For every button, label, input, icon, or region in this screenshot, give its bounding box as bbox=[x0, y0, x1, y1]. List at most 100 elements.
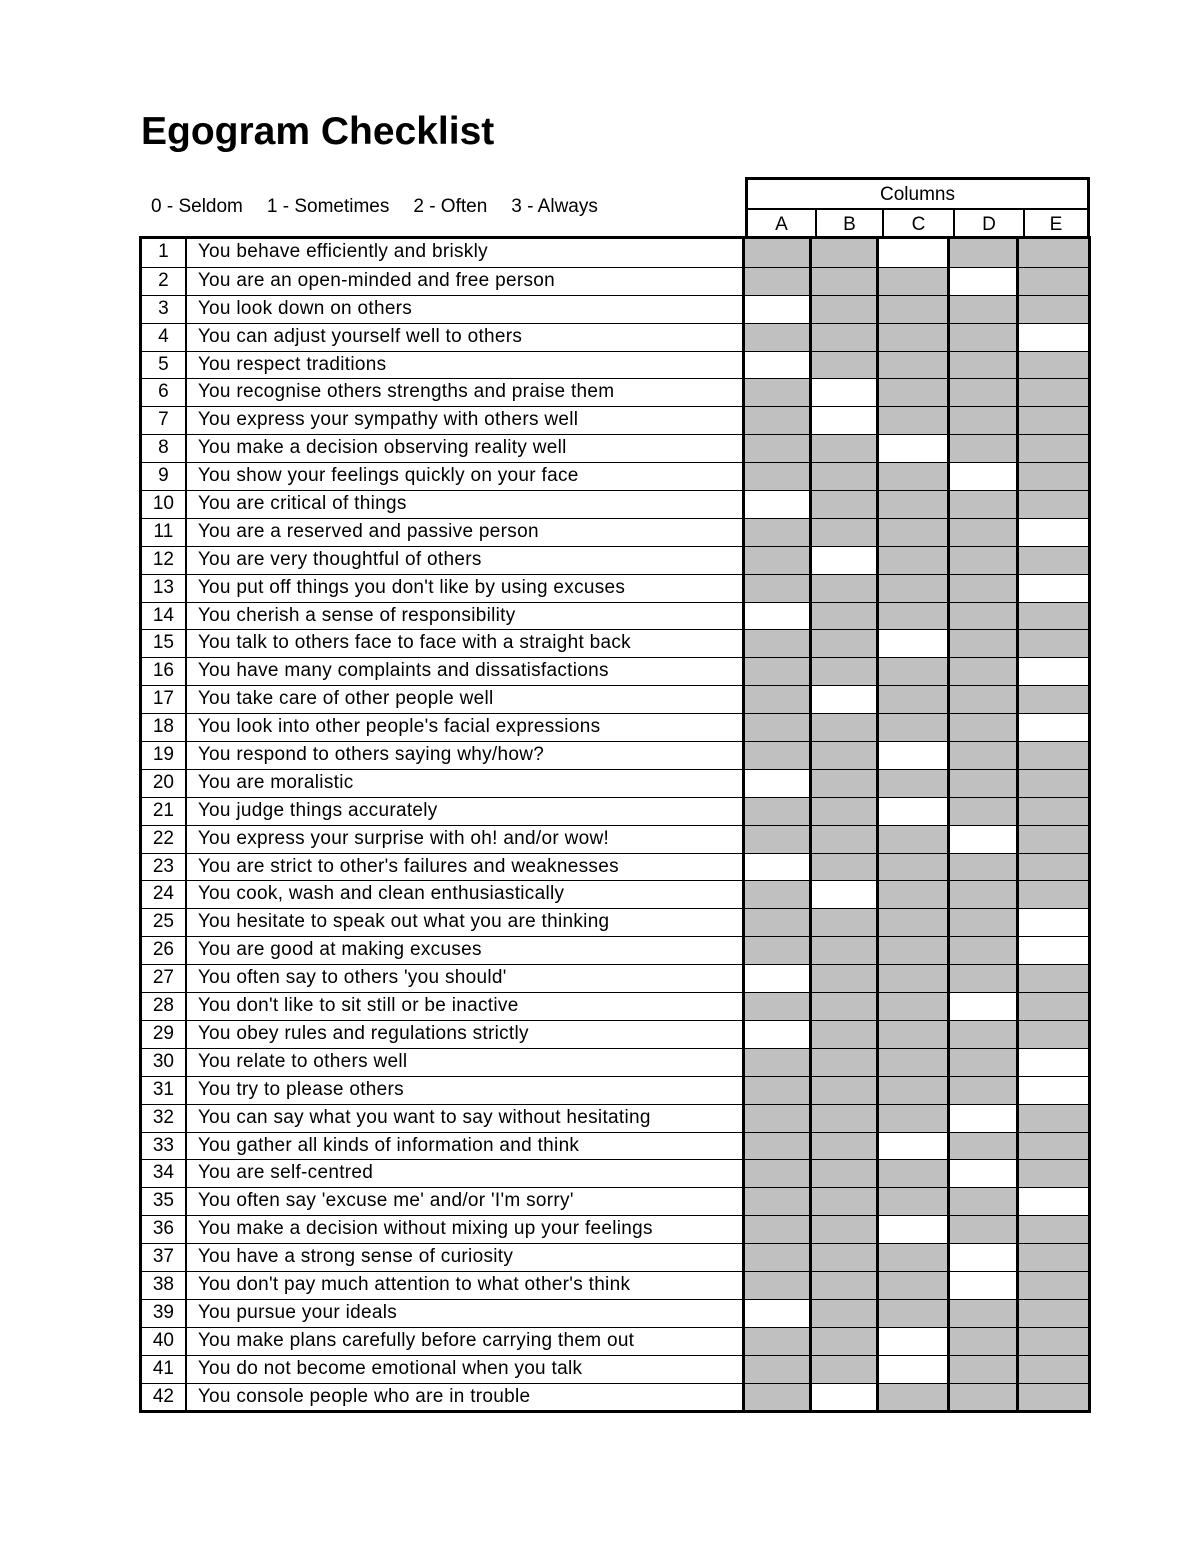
shaded-cell-b bbox=[812, 602, 879, 630]
score-cell-e[interactable] bbox=[1019, 714, 1088, 742]
shaded-cell-d bbox=[949, 853, 1020, 881]
score-cell-e[interactable] bbox=[1019, 658, 1088, 686]
score-cell-a[interactable] bbox=[745, 965, 813, 993]
score-cell-a[interactable] bbox=[745, 491, 813, 518]
table-row: 37 You have a strong sense of curiosity bbox=[142, 1243, 1088, 1271]
score-cell-c[interactable] bbox=[878, 1355, 950, 1383]
score-cell-c[interactable] bbox=[878, 1216, 950, 1244]
table-row: 3 You look down on others bbox=[142, 294, 1088, 323]
score-cell-d[interactable] bbox=[949, 1244, 1020, 1271]
item-statement: You judge things accurately bbox=[187, 797, 746, 825]
shaded-cell-b bbox=[812, 239, 879, 267]
shaded-cell-e bbox=[1019, 686, 1088, 714]
score-cell-b[interactable] bbox=[812, 686, 879, 714]
shaded-cell-d bbox=[949, 518, 1020, 546]
shaded-cell-a bbox=[745, 742, 813, 769]
shaded-cell-a bbox=[745, 686, 813, 714]
score-cell-c[interactable] bbox=[878, 742, 950, 769]
score-cell-e[interactable] bbox=[1019, 1188, 1088, 1216]
score-cell-b[interactable] bbox=[812, 546, 879, 574]
shaded-cell-e bbox=[1019, 602, 1088, 630]
table-row: 36 You make a decision without mixing up … bbox=[142, 1215, 1088, 1244]
score-cell-a[interactable] bbox=[745, 769, 813, 797]
item-statement: You console people who are in trouble bbox=[187, 1383, 746, 1411]
score-cell-e[interactable] bbox=[1019, 518, 1088, 546]
score-cell-c[interactable] bbox=[878, 435, 950, 463]
shaded-cell-a bbox=[745, 407, 813, 435]
table-row: 39 You pursue your ideals bbox=[142, 1298, 1088, 1327]
item-statement: You don't pay much attention to what oth… bbox=[187, 1271, 746, 1299]
score-cell-b[interactable] bbox=[812, 881, 879, 909]
score-cell-e[interactable] bbox=[1019, 1076, 1088, 1104]
item-statement: You have many complaints and dissatisfac… bbox=[187, 658, 746, 686]
score-cell-d[interactable] bbox=[949, 1160, 1020, 1188]
score-cell-a[interactable] bbox=[745, 351, 813, 379]
shaded-cell-b bbox=[812, 909, 879, 937]
score-cell-c[interactable] bbox=[878, 630, 950, 658]
shaded-cell-a bbox=[745, 267, 813, 295]
shaded-cell-b bbox=[812, 1188, 879, 1216]
score-cell-c[interactable] bbox=[878, 1132, 950, 1160]
table-row: 19 You respond to others saying why/how? bbox=[142, 741, 1088, 769]
item-number: 41 bbox=[142, 1355, 187, 1383]
shaded-cell-e bbox=[1019, 769, 1088, 797]
shaded-cell-c bbox=[878, 658, 950, 686]
item-statement: You often say 'excuse me' and/or 'I'm so… bbox=[187, 1188, 746, 1216]
score-cell-d[interactable] bbox=[949, 993, 1020, 1020]
table-row: 9 You show your feelings quickly on your … bbox=[142, 462, 1088, 491]
score-cell-d[interactable] bbox=[949, 1271, 1020, 1299]
item-number: 40 bbox=[142, 1327, 187, 1355]
score-cell-a[interactable] bbox=[745, 1020, 813, 1048]
item-statement: You can adjust yourself well to others bbox=[187, 323, 746, 351]
item-statement: You respect traditions bbox=[187, 351, 746, 379]
item-number: 28 bbox=[142, 993, 187, 1020]
score-cell-a[interactable] bbox=[745, 853, 813, 881]
score-cell-e[interactable] bbox=[1019, 909, 1088, 937]
page-title: Egogram Checklist bbox=[141, 110, 495, 153]
item-statement: You cherish a sense of responsibility bbox=[187, 602, 746, 630]
score-cell-c[interactable] bbox=[878, 239, 950, 267]
shaded-cell-a bbox=[745, 1188, 813, 1216]
item-number: 33 bbox=[142, 1132, 187, 1160]
shaded-cell-c bbox=[878, 1048, 950, 1076]
score-cell-a[interactable] bbox=[745, 295, 813, 323]
shaded-cell-c bbox=[878, 1020, 950, 1048]
item-statement: You look down on others bbox=[187, 295, 746, 323]
score-cell-d[interactable] bbox=[949, 463, 1020, 491]
table-row: 22 You express your surprise with oh! and… bbox=[142, 824, 1088, 853]
shaded-cell-d bbox=[949, 630, 1020, 658]
score-cell-a[interactable] bbox=[745, 602, 813, 630]
score-cell-b[interactable] bbox=[812, 379, 879, 407]
shaded-cell-e bbox=[1019, 993, 1088, 1020]
shaded-cell-b bbox=[812, 937, 879, 965]
score-cell-d[interactable] bbox=[949, 1104, 1020, 1132]
item-number: 15 bbox=[142, 630, 187, 658]
item-number: 6 bbox=[142, 379, 187, 407]
item-number: 24 bbox=[142, 881, 187, 909]
shaded-cell-b bbox=[812, 491, 879, 518]
score-cell-a[interactable] bbox=[745, 1299, 813, 1327]
shaded-cell-d bbox=[949, 1355, 1020, 1383]
shaded-cell-d bbox=[949, 909, 1020, 937]
score-cell-c[interactable] bbox=[878, 1327, 950, 1355]
score-cell-d[interactable] bbox=[949, 825, 1020, 853]
shaded-cell-e bbox=[1019, 1104, 1088, 1132]
shaded-cell-d bbox=[949, 658, 1020, 686]
item-statement: You relate to others well bbox=[187, 1048, 746, 1076]
shaded-cell-c bbox=[878, 881, 950, 909]
table-row: 28 You don't like to sit still or be inac… bbox=[142, 992, 1088, 1020]
score-cell-e[interactable] bbox=[1019, 1048, 1088, 1076]
score-cell-e[interactable] bbox=[1019, 323, 1088, 351]
shaded-cell-e bbox=[1019, 1160, 1088, 1188]
shaded-cell-a bbox=[745, 574, 813, 602]
score-cell-c[interactable] bbox=[878, 797, 950, 825]
score-cell-b[interactable] bbox=[812, 407, 879, 435]
item-number: 2 bbox=[142, 267, 187, 295]
item-statement: You recognise others strengths and prais… bbox=[187, 379, 746, 407]
shaded-cell-c bbox=[878, 825, 950, 853]
score-cell-b[interactable] bbox=[812, 1383, 879, 1411]
score-cell-e[interactable] bbox=[1019, 574, 1088, 602]
score-cell-e[interactable] bbox=[1019, 937, 1088, 965]
item-statement: You express your sympathy with others we… bbox=[187, 407, 746, 435]
score-cell-d[interactable] bbox=[949, 267, 1020, 295]
